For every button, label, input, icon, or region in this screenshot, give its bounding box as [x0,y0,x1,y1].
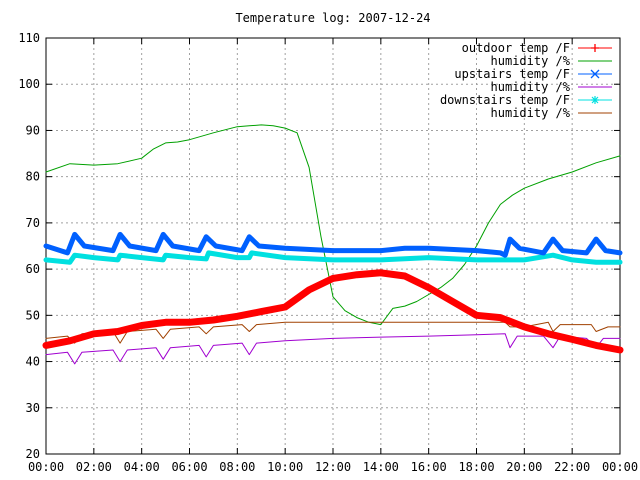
series-line-3 [45,333,621,365]
y-tick-label: 110 [18,31,40,45]
x-tick-label: 10:00 [267,460,303,474]
y-tick-label: 90 [26,123,40,137]
x-tick-label: 06:00 [171,460,207,474]
legend-label: humidity /% [491,106,571,120]
y-tick-label: 30 [26,401,40,415]
x-tick-label: 08:00 [219,460,255,474]
legend-marker [590,69,600,79]
legend-label: upstairs temp /F [454,67,570,81]
x-tick-label: 16:00 [411,460,447,474]
series-line-5 [45,321,621,344]
grid-layer [46,38,620,454]
x-tick-label: 12:00 [315,460,351,474]
x-tick-label: 00:00 [28,460,64,474]
x-tick-label: 22:00 [554,460,590,474]
y-tick-label: 100 [18,77,40,91]
chart-title: Temperature log: 2007-12-24 [235,11,430,25]
x-tick-label: 00:00 [602,460,638,474]
legend-marker [591,44,599,52]
legend-label: downstairs temp /F [440,93,570,107]
y-tick-label: 40 [26,355,40,369]
x-tick-label: 04:00 [124,460,160,474]
x-tick-label: 20:00 [506,460,542,474]
y-tick-label: 60 [26,262,40,276]
y-tick-label: 80 [26,170,40,184]
tick-layer: 20 30 40 50 60 70 80 90 100 110 00:00 02:00 04:00 06:… [18,31,638,474]
x-tick-label: 02:00 [76,460,112,474]
y-tick-label: 70 [26,216,40,230]
series-line-0 [42,269,624,354]
series-layer [42,124,624,365]
series-line-2 [43,231,623,258]
y-tick-label: 20 [26,447,40,461]
series-line-1 [45,124,621,326]
legend-marker [591,96,599,104]
y-tick-label: 50 [26,308,40,322]
legend-label: humidity /% [491,54,571,68]
legend-label: humidity /% [491,80,571,94]
series-line-4 [43,250,623,265]
legend-label: outdoor temp /F [462,41,570,55]
x-tick-label: 14:00 [363,460,399,474]
x-tick-label: 18:00 [458,460,494,474]
